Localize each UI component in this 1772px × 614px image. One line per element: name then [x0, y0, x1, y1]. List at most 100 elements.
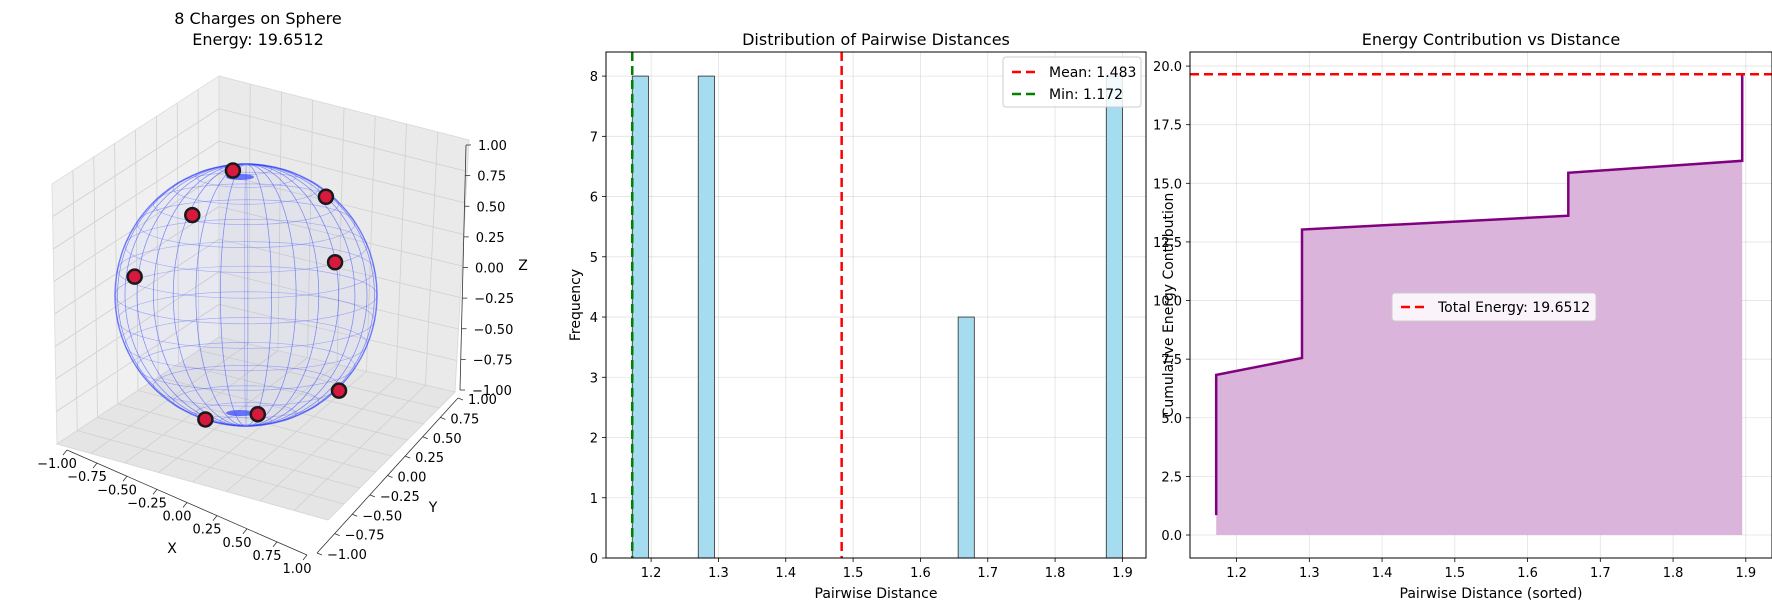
energy-ytick-label: 2.5: [1161, 470, 1182, 485]
hist-title: Distribution of Pairwise Distances: [742, 30, 1010, 49]
energy-frame: [1189, 51, 1772, 559]
hist-ytick-label: 4: [590, 311, 598, 326]
charge-point: [184, 206, 201, 224]
x-tick-label: 1.00: [283, 562, 312, 577]
floor-pane: [55, 336, 456, 521]
energy-legend-box: [1391, 292, 1597, 322]
pane-grid: [52, 83, 468, 511]
energy-xtick-label: 1.5: [1444, 566, 1465, 581]
sphere-pole: [226, 410, 254, 416]
energy-ytick-label: 17.5: [1153, 119, 1182, 134]
hist-bar: [957, 316, 975, 559]
pane-grid-line: [293, 384, 426, 511]
sphere-meridian: [117, 163, 375, 427]
hist-bar: [1105, 75, 1123, 559]
hist-xtick-label: 1.2: [641, 566, 662, 581]
charge-point: [317, 188, 335, 205]
charge-point: [126, 268, 143, 285]
z-tick-label: −0.75: [473, 353, 513, 368]
sphere-meridian: [172, 163, 320, 427]
x-tick-label: −1.00: [37, 457, 77, 472]
sphere-latitude: [195, 402, 297, 425]
charge-point: [224, 162, 242, 179]
hist-grid: [606, 52, 1146, 559]
x-tick: [212, 515, 218, 521]
legend-min-label: Min: 1.172: [1049, 87, 1123, 103]
sphere-latitude: [136, 342, 356, 391]
hist-xtick-label: 1.5: [843, 566, 864, 581]
x-tick: [92, 462, 98, 469]
hist-xtick-label: 1.3: [708, 566, 729, 581]
panel-histogram: Distribution of Pairwise Distances 1.2 1.…: [568, 30, 1147, 602]
x-axis-label: X: [167, 541, 177, 557]
hist-ytick-label: 8: [590, 70, 598, 85]
y-tick-label: −0.25: [380, 490, 420, 505]
pane-grid-line: [158, 376, 408, 441]
energy-legend: Total Energy: 19.6512: [1391, 292, 1597, 322]
hist-ylabel: Frequency: [568, 269, 584, 341]
y-tick: [457, 397, 464, 401]
charge-point: [249, 405, 267, 423]
charge-point: [326, 254, 344, 271]
pane-grid-line: [395, 123, 407, 379]
pane-grid-line: [178, 363, 424, 425]
hist-xtick-label: 1.7: [977, 566, 998, 581]
energy-xtick-label: 1.9: [1735, 566, 1756, 581]
panel-energy: Energy Contribution vs Distance 1.2 1.3 1.…: [1153, 30, 1772, 602]
sphere-latitude: [153, 183, 339, 225]
x-tick: [62, 449, 68, 456]
charges: [126, 162, 348, 428]
y-tick: [422, 436, 428, 440]
sphere-meridian: [114, 163, 378, 427]
x-tick-label: 0.75: [253, 549, 282, 564]
hist-frame: [605, 51, 1147, 559]
energy-xtick-label: 1.4: [1372, 566, 1393, 581]
z-tick-label: −1.00: [472, 384, 512, 399]
legend-total-label: Total Energy: 19.6512: [1437, 300, 1590, 316]
y-tick-label: 1.00: [468, 393, 497, 408]
energy-ytick-label: 20.0: [1153, 60, 1182, 75]
energy-title: Energy Contribution vs Distance: [1362, 30, 1620, 49]
charge-point: [330, 382, 348, 399]
sphere-meridian: [244, 163, 248, 427]
pane-grid-line: [54, 238, 220, 347]
sphere-meridian: [220, 163, 272, 427]
tick-labels-3d: −1.00−0.75−0.50−0.250.000.250.500.751.00…: [37, 139, 514, 577]
sphere-meridian: [117, 163, 375, 427]
energy-cumulative-line: [1214, 74, 1744, 516]
sphere-meridian: [153, 163, 339, 427]
x-tick-label: 0.25: [193, 523, 222, 538]
y-tick: [352, 513, 358, 517]
hist-ytick-label: 1: [590, 492, 598, 507]
z-tick-label: −0.50: [474, 323, 514, 338]
x-tick: [272, 541, 278, 548]
sphere-latitude: [124, 317, 368, 372]
energy-ytick-label: 0.0: [1161, 529, 1182, 544]
sphere-meridian: [172, 163, 320, 427]
energy-xtick-label: 1.3: [1299, 566, 1320, 581]
sphere-meridian: [195, 163, 297, 427]
sphere-wireframe: [114, 163, 378, 427]
pane-grid-line: [259, 377, 397, 502]
panel-sphere: 8 Charges on Sphere Energy: 19.6512 −1.0…: [37, 9, 528, 577]
x-tick-label: −0.25: [127, 496, 167, 511]
y-tick: [440, 417, 446, 420]
y-tick: [404, 455, 411, 459]
z-tick-label: 0.50: [477, 200, 506, 215]
x-tick: [152, 489, 158, 495]
hist-ytick-label: 7: [590, 130, 598, 145]
pane-grid-line: [155, 116, 159, 378]
energy-ytick-label: 10.0: [1153, 295, 1182, 310]
hist-ytick-label: 3: [590, 371, 598, 386]
energy-ytick-label: 12.5: [1153, 236, 1182, 251]
y-tick-label: −0.75: [345, 529, 385, 544]
x-tick: [242, 528, 248, 534]
hist-ytick-label: 6: [590, 191, 598, 206]
hist-bar: [697, 75, 715, 559]
hist-legend-box: [1002, 56, 1142, 108]
legend-mean-label: Mean: 1.483: [1049, 65, 1136, 81]
hist-ticks: 1.2 1.3 1.4 1.5 1.6 1.7 1.8 1.9 0 1 2 3 4 5 6 7 8: [590, 70, 1133, 581]
charge-point: [197, 411, 214, 428]
pane-grid-line: [198, 349, 440, 409]
x-tick: [182, 502, 188, 508]
